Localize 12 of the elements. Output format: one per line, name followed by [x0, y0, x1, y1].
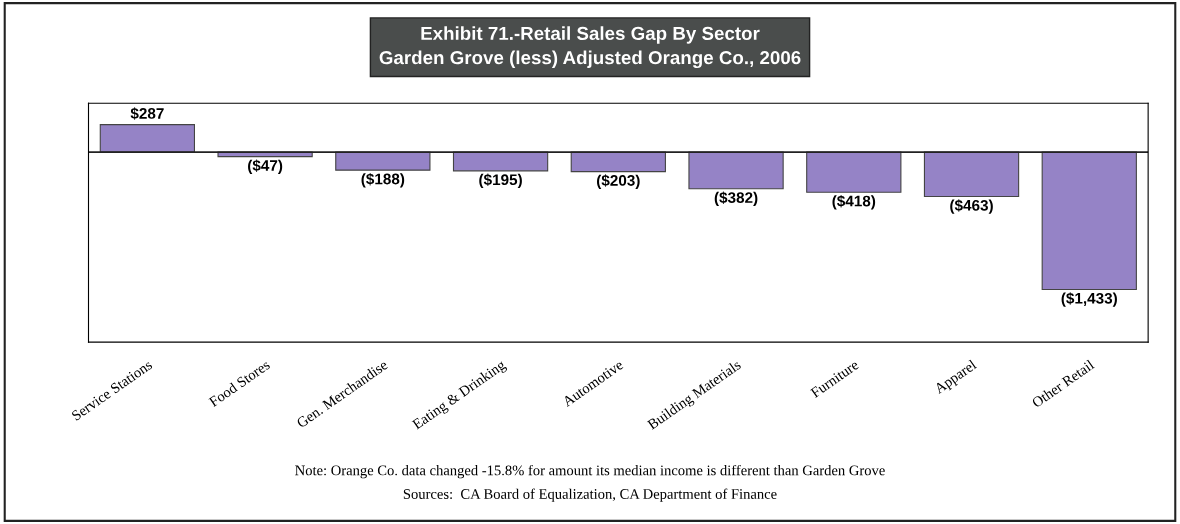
data-label: ($463) — [950, 199, 993, 214]
chart-title: Exhibit 71.-Retail Sales Gap By Sector Garden Grove (less) Adjusted Orange Co., 2006 — [379, 26, 801, 69]
data-label: ($203) — [597, 174, 640, 189]
text: Note: Orange Co. data changed -15.8% for amount its median income is different than Garden Grove — [295, 464, 885, 479]
data-label: ($47) — [248, 159, 283, 174]
data-label: ($188) — [361, 172, 405, 188]
data-label: $287 — [130, 107, 164, 120]
data-label: ($418) — [832, 194, 876, 210]
source-note: Sources: CA Board of Equalization, CA Department of Finance — [403, 488, 777, 502]
data-label: ($195) — [479, 173, 522, 189]
data-label: ($1,433) — [1061, 292, 1117, 307]
data-label: ($382) — [714, 191, 758, 207]
